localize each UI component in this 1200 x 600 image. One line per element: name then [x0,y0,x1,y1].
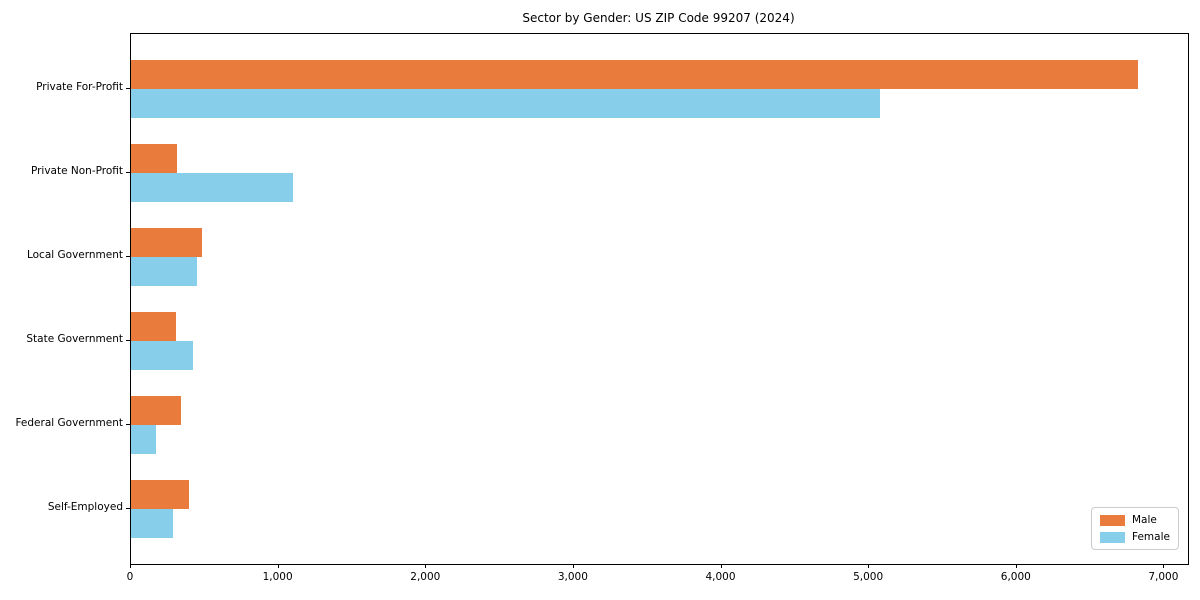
x-tick-label: 5,000 [853,571,884,583]
bar-female-3 [131,257,198,286]
legend-entry-male: Male [1100,514,1170,526]
bar-male-3 [131,228,202,257]
bar-male-4 [131,312,176,341]
bar-female-1 [131,89,880,118]
bar-male-6 [131,480,189,509]
x-tick-mark [130,564,131,568]
female-swatch [1100,531,1125,543]
bar-male-1 [131,60,1138,89]
y-tick-label: Private Non-Profit [30,165,123,177]
x-tick-mark [425,564,427,568]
male-swatch [1100,514,1125,526]
x-tick-mark [1163,564,1165,568]
legend-entry-female: Female [1100,531,1170,543]
bar-female-6 [131,509,174,538]
y-tick-mark [126,172,130,173]
x-tick-label: 6,000 [1000,571,1031,583]
y-tick-label: State Government [26,333,123,345]
x-tick-label: 1,000 [262,571,293,583]
x-tick-mark [720,564,722,568]
chart-title: Sector by Gender: US ZIP Code 99207 (202… [522,11,795,25]
y-tick-label: Self-Employed [47,501,123,513]
bar-male-5 [131,396,182,425]
bar-female-5 [131,425,157,454]
x-tick-label: 7,000 [1148,571,1179,583]
y-tick-mark [126,88,130,89]
y-tick-label: Local Government [26,249,123,261]
y-tick-mark [126,340,130,341]
y-tick-label: Federal Government [15,417,123,429]
x-tick-mark [572,564,574,568]
y-tick-mark [126,508,130,509]
y-tick-label: Private For-Profit [36,81,123,93]
x-tick-label: 2,000 [410,571,441,583]
x-tick-mark [1015,564,1017,568]
plot-area [130,33,1189,565]
x-tick-mark [277,564,279,568]
y-tick-mark [126,256,130,257]
legend: Male Female [1091,507,1179,550]
x-tick-mark [868,564,870,568]
y-tick-mark [126,424,130,425]
bar-female-2 [131,173,294,202]
x-tick-label: 0 [126,571,134,583]
bar-male-2 [131,144,177,173]
legend-label-male: Male [1132,514,1157,526]
x-tick-label: 4,000 [705,571,736,583]
legend-label-female: Female [1132,531,1170,543]
bar-female-4 [131,341,193,370]
x-tick-label: 3,000 [557,571,588,583]
